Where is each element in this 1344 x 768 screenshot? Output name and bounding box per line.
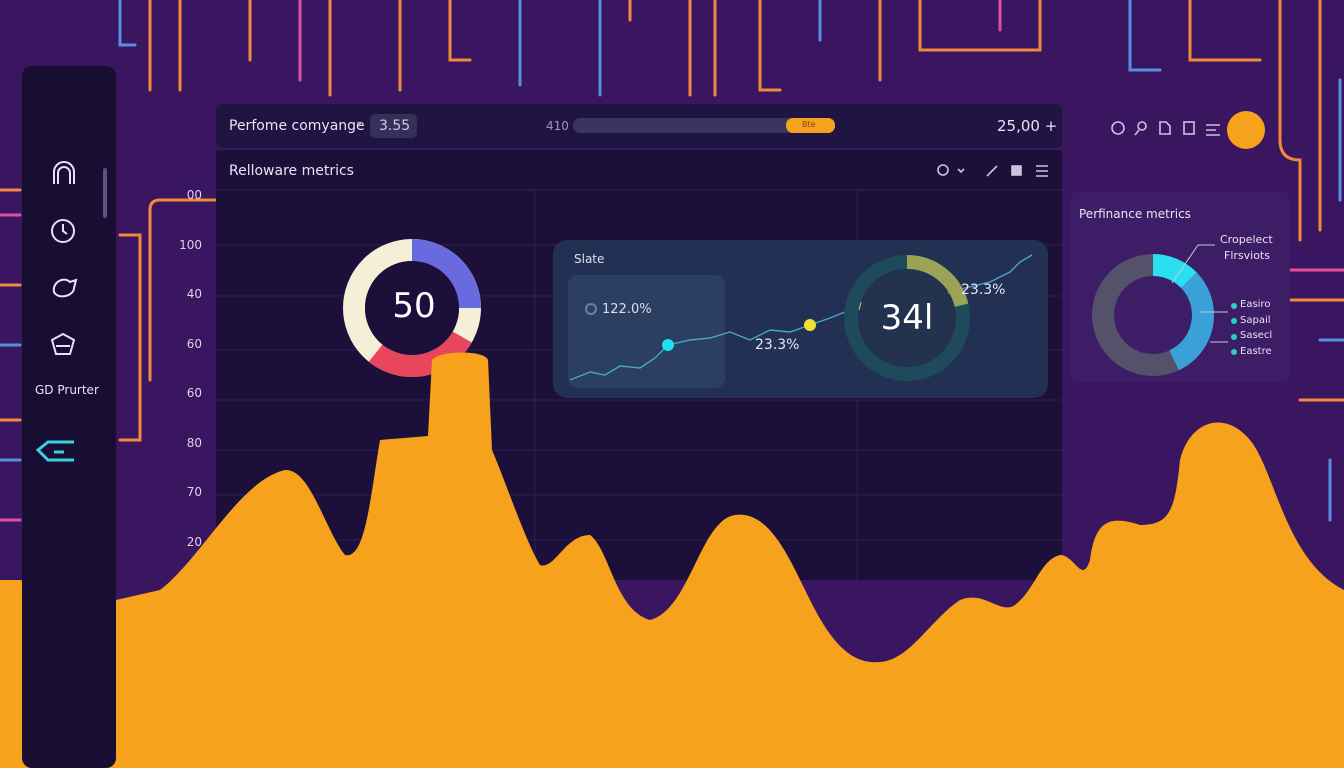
progress-track [573,118,835,133]
avatar [1227,111,1265,149]
donut [343,239,481,377]
y-label: 40 [186,287,202,301]
dropdown-caret[interactable]: ▾ [357,119,363,130]
legend-entry: Eastre [1240,345,1272,357]
area-shape [0,352,1344,768]
progress-tag: Bte [802,120,816,129]
legend-entry: Sasecl [1240,330,1273,341]
y-label: 70 [186,485,202,499]
top-title: Perfome comyange [229,118,365,134]
line-label: 23.3% [755,337,800,353]
panel-icons [937,164,1048,177]
y-label: 60 [186,336,202,351]
y-label: 80 [186,435,202,450]
y-label: 20 [186,534,202,549]
side-title: Perfinance metrics [1079,207,1191,221]
progress-label: 410 [546,119,569,133]
badge[interactable]: 3.55 [379,118,411,134]
slate-title: Slate [574,252,605,266]
legend-entry: Easiro [1240,299,1271,310]
inner-value: 122.0% [602,302,652,317]
sidebar-icons [35,161,78,462]
panel-title: Relloware metrics [229,163,354,179]
circuit-lines [0,0,1344,522]
ring-label: 23.3% [961,282,1006,298]
y-label: 60 [186,386,202,400]
inner-card [568,275,725,388]
legend-entry: Sapail [1240,314,1271,326]
y-label: 100 [179,237,202,252]
y-label: 00 [186,188,202,202]
toolbar-icons [1111,121,1220,136]
sidebar [22,66,116,768]
donut-value: 50 [392,286,436,326]
callout: Flrsviots [1224,249,1270,262]
ring-value: 34l [880,298,934,338]
trend-line [569,254,1033,381]
sidebar-label: GD Prurter [35,383,99,397]
callout: Cropelect [1220,233,1273,246]
progress-fill [786,118,835,133]
total: 25,00 + [997,117,1058,135]
